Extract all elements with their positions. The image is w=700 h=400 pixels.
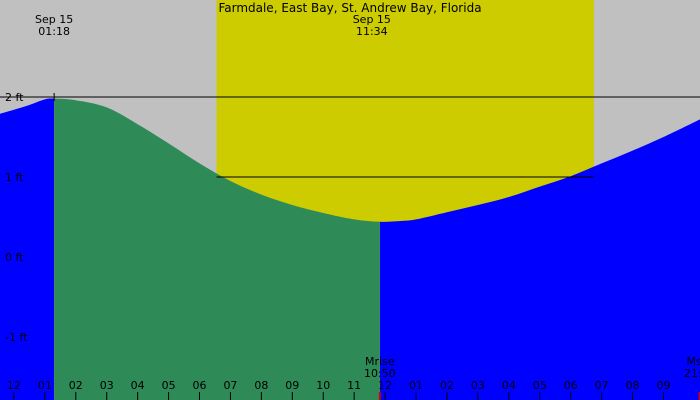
x-tick-label: 11 [347, 379, 361, 392]
x-tick-label: 02 [440, 379, 454, 392]
x-tick-label: 08 [626, 379, 640, 392]
annotation-date: Sep 15 [353, 13, 391, 26]
reference-line-layer [0, 93, 700, 178]
x-tick-label: 10 [316, 379, 330, 392]
y-tick-label: 2 ft [5, 91, 24, 104]
x-tick-label: 05 [533, 379, 547, 392]
moon-event-label: Mset [687, 355, 700, 368]
x-axis-tick-layer [13, 392, 700, 400]
x-tick-label: 04 [131, 379, 145, 392]
annotation-date: Sep 15 [35, 13, 73, 26]
x-tick-label: 07 [223, 379, 237, 392]
x-tick-label: 03 [100, 379, 114, 392]
y-tick-label: 0 ft [5, 251, 24, 264]
x-tick-label: 01 [409, 379, 423, 392]
x-tick-label: 01 [38, 379, 52, 392]
annotation-time: 01:18 [38, 25, 70, 38]
moon-event-label: Mrise [365, 355, 395, 368]
x-tick-label: 09 [285, 379, 299, 392]
tide-area-moon-up [54, 98, 380, 400]
x-tick-label: 03 [471, 379, 485, 392]
annotation-time: 11:34 [356, 25, 388, 38]
x-tick-label: 04 [502, 379, 516, 392]
x-tick-label: 06 [564, 379, 578, 392]
x-tick-label: 07 [595, 379, 609, 392]
x-tick-label: 05 [162, 379, 176, 392]
x-tick-label: 02 [69, 379, 83, 392]
moon-event-time: 10:50 [364, 367, 396, 380]
chart-title: Farmdale, East Bay, St. Andrew Bay, Flor… [218, 1, 481, 15]
x-tick-label: 06 [193, 379, 207, 392]
text-layer: Farmdale, East Bay, St. Andrew Bay, Flor… [5, 1, 700, 392]
tide-area-layer [0, 98, 700, 400]
y-tick-label: -1 ft [5, 331, 28, 344]
x-tick-label: 12 [378, 379, 392, 392]
y-tick-label: 1 ft [5, 171, 24, 184]
x-tick-label: 12 [7, 379, 21, 392]
x-tick-label: 08 [254, 379, 268, 392]
moon-event-time: 21:10 [684, 367, 700, 380]
x-tick-label: 09 [656, 379, 670, 392]
